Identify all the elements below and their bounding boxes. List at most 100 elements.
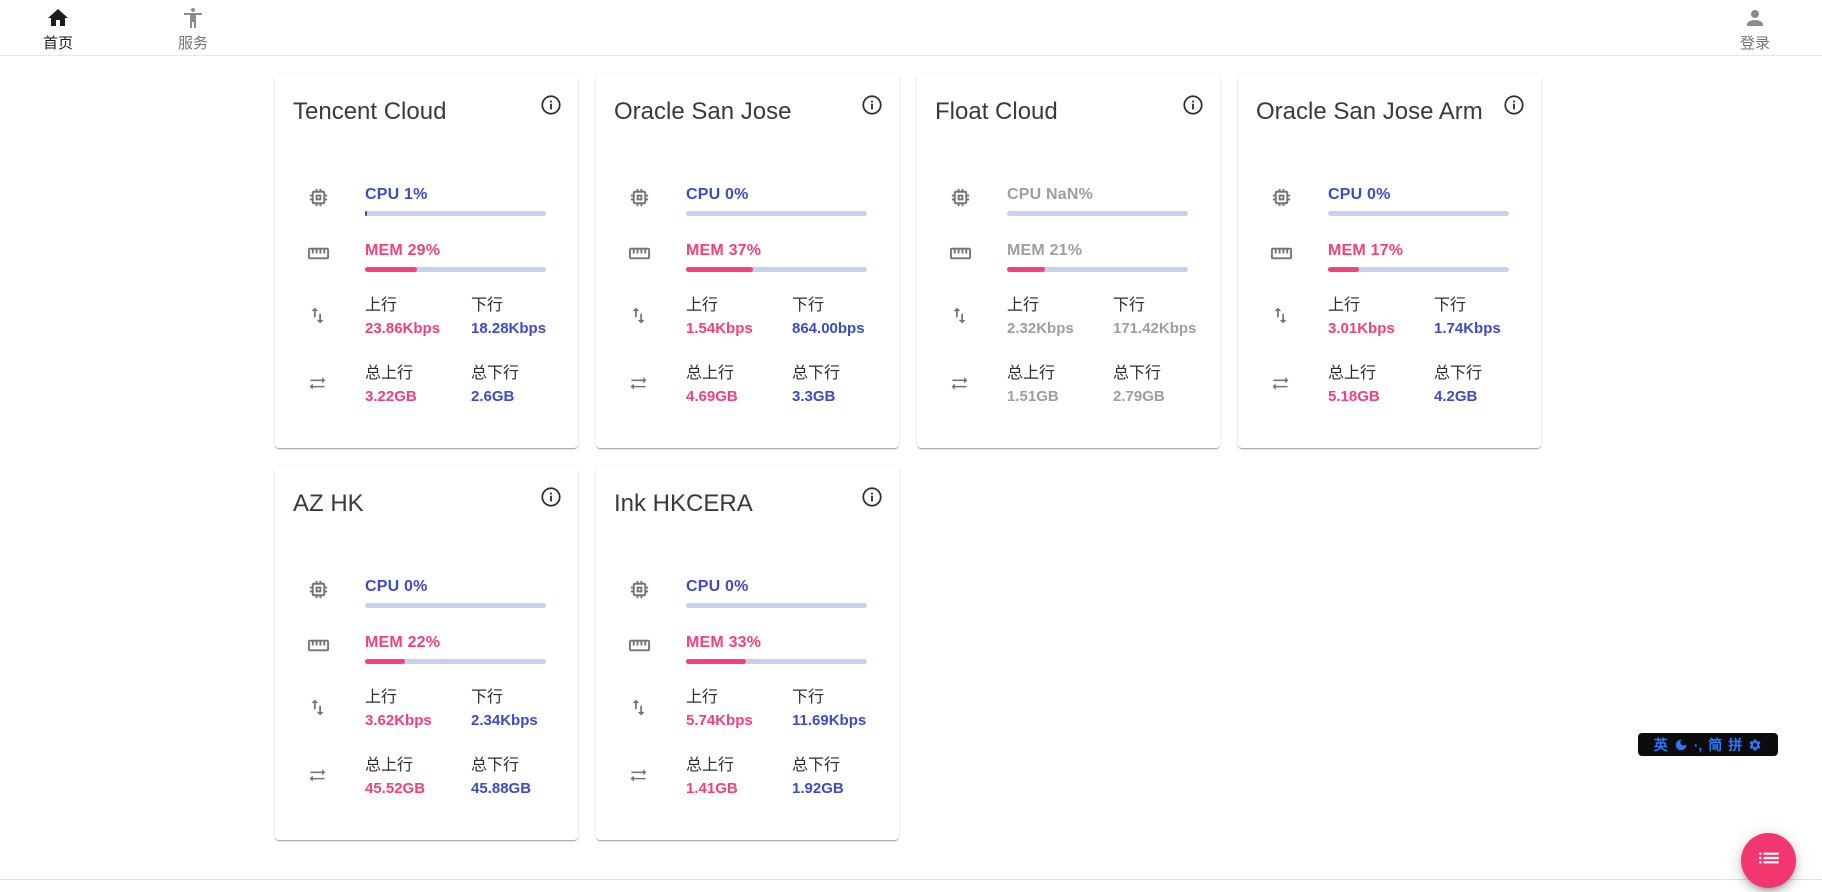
server-name: Float Cloud <box>935 98 1058 125</box>
mem-row: MEM 29% <box>275 242 578 272</box>
mem-progress-bar <box>365 659 546 664</box>
mem-row: MEM 21% <box>917 242 1220 272</box>
total-download-label: 总下行 <box>471 757 520 774</box>
ruler-icon <box>293 242 365 272</box>
mem-usage-text: MEM 22% <box>365 634 441 651</box>
ime-punct-indicator[interactable]: ·, <box>1693 736 1703 753</box>
network-speed-row: 上行 1.54Kbps 下行 864.00bps <box>596 296 899 338</box>
swap-vert-icon <box>614 688 686 730</box>
cpu-progress-bar <box>1328 211 1509 216</box>
mem-progress-bar <box>686 659 867 664</box>
info-icon[interactable] <box>861 486 883 508</box>
cpu-usage-text: CPU 0% <box>1328 186 1391 203</box>
total-download-value: 45.88GB <box>471 780 532 797</box>
cpu-progress-bar <box>686 211 867 216</box>
info-icon[interactable] <box>540 94 562 116</box>
upload-label: 上行 <box>1328 297 1361 314</box>
info-icon[interactable] <box>1182 94 1204 116</box>
upload-value: 1.54Kbps <box>686 320 753 337</box>
download-label: 下行 <box>792 689 825 706</box>
total-download-label: 总下行 <box>792 757 841 774</box>
total-download-label: 总下行 <box>471 365 520 382</box>
network-speed-row: 上行 3.62Kbps 下行 2.34Kbps <box>275 688 578 730</box>
cpu-row: CPU 0% <box>596 578 899 608</box>
server-card: Oracle San Jose Arm CPU 0% <box>1238 74 1541 448</box>
server-list-fab[interactable] <box>1741 833 1796 888</box>
moon-icon[interactable] <box>1674 738 1688 752</box>
download-value: 171.42Kbps <box>1113 320 1197 337</box>
nav-item-login[interactable]: 登录 <box>1719 6 1791 53</box>
info-icon[interactable] <box>540 486 562 508</box>
upload-value: 3.62Kbps <box>365 712 432 729</box>
download-label: 下行 <box>471 689 504 706</box>
cpu-chip-icon <box>293 578 365 608</box>
gear-icon[interactable] <box>1748 738 1762 752</box>
cpu-chip-icon <box>1256 186 1328 216</box>
total-download-value: 3.3GB <box>792 388 836 405</box>
network-total-row: 总上行 1.41GB 总下行 1.92GB <box>596 756 899 798</box>
network-total-row: 总上行 3.22GB 总下行 2.6GB <box>275 364 578 406</box>
cpu-usage-text: CPU 0% <box>686 186 749 203</box>
swap-horiz-icon <box>1256 364 1328 406</box>
total-upload-value: 5.18GB <box>1328 388 1380 405</box>
cpu-progress-bar <box>365 211 546 216</box>
swap-horiz-icon <box>614 364 686 406</box>
ruler-icon <box>614 634 686 664</box>
download-label: 下行 <box>792 297 825 314</box>
ime-pinyin-indicator[interactable]: 拼 <box>1728 736 1743 753</box>
total-download-value: 2.79GB <box>1113 388 1165 405</box>
total-upload-value: 45.52GB <box>365 780 426 797</box>
server-name: Oracle San Jose Arm <box>1256 98 1483 125</box>
home-icon <box>46 6 70 30</box>
nav-services-label: 服务 <box>177 35 208 52</box>
nav-item-services[interactable]: 服务 <box>157 6 229 53</box>
list-icon <box>1756 845 1782 876</box>
ime-simplified-indicator[interactable]: 简 <box>1708 736 1723 753</box>
download-label: 下行 <box>1113 297 1146 314</box>
server-name: Ink HKCERA <box>614 490 753 517</box>
info-icon[interactable] <box>1503 94 1525 116</box>
upload-label: 上行 <box>686 689 719 706</box>
nav-item-home[interactable]: 首页 <box>22 6 94 53</box>
total-upload-label: 总上行 <box>1328 365 1377 382</box>
download-label: 下行 <box>1434 297 1467 314</box>
server-card: Float Cloud CPU NaN% <box>917 74 1220 448</box>
download-value: 864.00bps <box>792 320 865 337</box>
server-name: AZ HK <box>293 490 364 517</box>
server-name: Tencent Cloud <box>293 98 447 125</box>
total-download-value: 2.6GB <box>471 388 515 405</box>
ruler-icon <box>614 242 686 272</box>
nav-login-label: 登录 <box>1739 35 1770 52</box>
mem-progress-bar <box>1328 267 1509 272</box>
ruler-icon <box>935 242 1007 272</box>
total-upload-value: 1.41GB <box>686 780 738 797</box>
network-speed-row: 上行 5.74Kbps 下行 11.69Kbps <box>596 688 899 730</box>
info-icon[interactable] <box>861 94 883 116</box>
download-value: 11.69Kbps <box>792 712 867 729</box>
cpu-row: CPU 0% <box>596 186 899 216</box>
cpu-chip-icon <box>293 186 365 216</box>
total-upload-label: 总上行 <box>686 365 735 382</box>
mem-progress-bar <box>365 267 546 272</box>
accessibility-icon <box>181 6 205 30</box>
mem-row: MEM 17% <box>1238 242 1541 272</box>
total-upload-value: 4.69GB <box>686 388 738 405</box>
network-total-row: 总上行 5.18GB 总下行 4.2GB <box>1238 364 1541 406</box>
download-value: 2.34Kbps <box>471 712 538 729</box>
total-download-value: 1.92GB <box>792 780 844 797</box>
download-label: 下行 <box>471 297 504 314</box>
nav-home-label: 首页 <box>42 35 73 52</box>
ime-english-indicator[interactable]: 英 <box>1653 736 1668 753</box>
cpu-chip-icon <box>614 186 686 216</box>
mem-row: MEM 22% <box>275 634 578 664</box>
upload-value: 3.01Kbps <box>1328 320 1395 337</box>
mem-row: MEM 37% <box>596 242 899 272</box>
swap-horiz-icon <box>614 756 686 798</box>
ruler-icon <box>1256 242 1328 272</box>
ruler-icon <box>293 634 365 664</box>
swap-vert-icon <box>1256 296 1328 338</box>
mem-usage-text: MEM 21% <box>1007 242 1083 259</box>
swap-vert-icon <box>935 296 1007 338</box>
mem-usage-text: MEM 37% <box>686 242 762 259</box>
network-total-row: 总上行 4.69GB 总下行 3.3GB <box>596 364 899 406</box>
